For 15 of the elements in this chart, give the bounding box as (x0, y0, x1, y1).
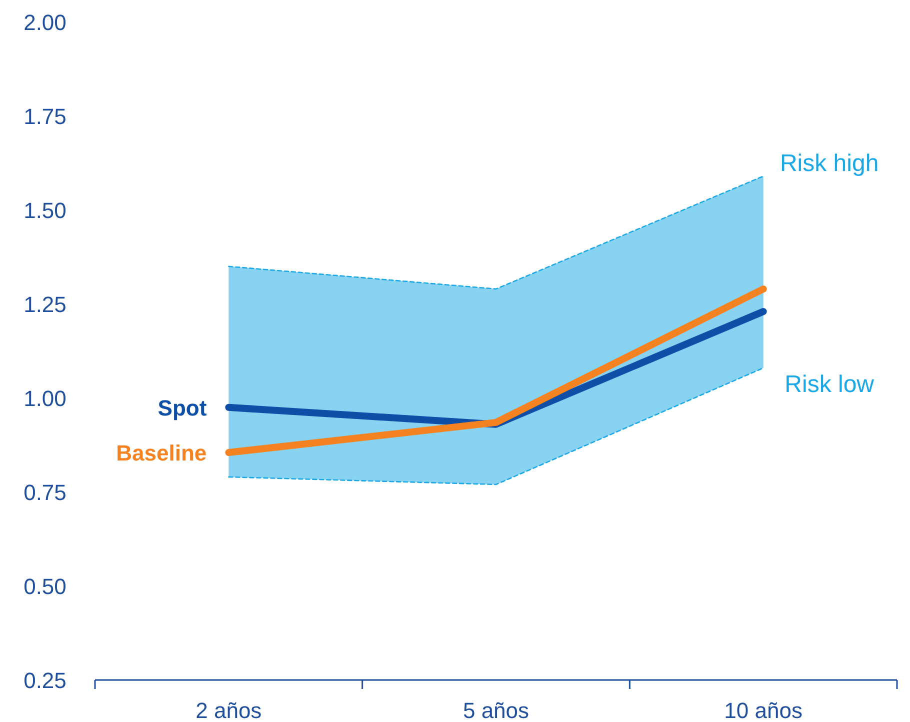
series-label: Spot (158, 395, 208, 420)
x-tick-label: 5 años (462, 698, 530, 722)
y-tick-label: 1.50 (24, 198, 66, 223)
y-tick-label: 2.00 (24, 10, 66, 35)
x-tick-label: 2 años (196, 698, 262, 722)
y-tick-label: 1.00 (24, 386, 66, 411)
y-tick-label: 0.50 (24, 574, 66, 599)
x-tick-label: 10 años (724, 698, 802, 722)
series-label: Risk high (780, 150, 879, 178)
y-tick-label: 0.25 (24, 668, 66, 693)
series-label: Baseline (116, 440, 207, 466)
y-tick-label: 0.75 (24, 480, 66, 505)
series-label: Risk low (784, 370, 875, 398)
y-tick-label: 1.75 (24, 104, 66, 129)
y-tick-label: 1.25 (24, 292, 66, 317)
